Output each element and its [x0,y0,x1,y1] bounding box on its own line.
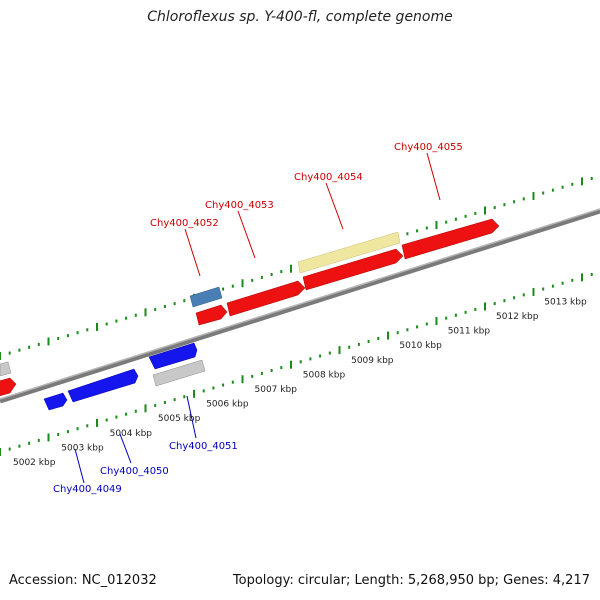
ruler-kbp-label: 5006 kbp [206,400,249,410]
leader-line [74,448,85,484]
pseudogene-feature [297,231,401,274]
ruler-kbp-label: 5011 kbp [448,327,491,337]
reverse-genes [43,342,198,411]
gene-label: Chy400_4055 [394,142,463,153]
gene-arrow-forward [226,280,306,317]
gene-label: Chy400_4050 [100,466,169,477]
gene-label: Chy400_4054 [294,172,363,183]
leader-line [426,152,441,201]
accession-text: Accession: NC_012032 [9,573,157,588]
ruler-kbp-label: 5002 kbp [13,458,56,468]
gene-arrow-forward [0,377,17,397]
gene-label: Chy400_4051 [169,441,238,452]
leader-line [325,182,344,230]
gene-label: Chy400_4053 [205,200,274,211]
other-feature [0,361,12,377]
other-feature [152,359,206,387]
reverse-gene-labels: Chy400_4049 Chy400_4050 Chy400_4051 [53,441,238,495]
gene-arrow-forward [401,218,500,260]
outer-ruler [0,176,593,360]
rna-gene-feature [189,286,223,308]
gene-arrow-reverse [148,342,198,370]
genome-backbone [0,208,600,404]
gene-arrow-forward [302,248,404,291]
leader-line [186,395,197,439]
leader-line [237,210,256,259]
map-title: Chloroflexus sp. Y-400-fl, complete geno… [147,9,453,25]
ruler-kbp-label: 5012 kbp [496,312,539,322]
ruler-kbp-label: 5010 kbp [399,341,442,351]
label-leaders [74,152,441,484]
forward-gene-labels: Chy400_4052 Chy400_4053 Chy400_4054 Chy4… [150,142,463,229]
ruler-kbp-label: 5013 kbp [544,297,587,307]
ruler-kbp-label: 5009 kbp [351,356,394,366]
gene-arrow-reverse [67,368,139,403]
gene-arrow-reverse [43,392,68,411]
ruler-kbp-label: 5005 kbp [158,414,201,424]
gene-label: Chy400_4052 [150,218,219,229]
genome-summary-text: Topology: circular; Length: 5,268,950 bp… [232,573,590,588]
ruler-kbp-label: 5004 kbp [110,429,153,439]
gene-arrow-forward [195,304,228,326]
ruler-kbp-label: 5003 kbp [61,443,104,453]
leader-line [184,228,201,277]
gene-label: Chy400_4049 [53,484,122,495]
leader-line [119,433,132,464]
ruler-kbp-label: 5007 kbp [255,385,298,395]
ruler-kbp-label: 5008 kbp [303,370,346,380]
forward-genes [0,218,500,397]
inner-ruler: 5002 kbp 5003 kbp 5004 kbp 5005 kbp 5006 kbp… [0,272,593,468]
